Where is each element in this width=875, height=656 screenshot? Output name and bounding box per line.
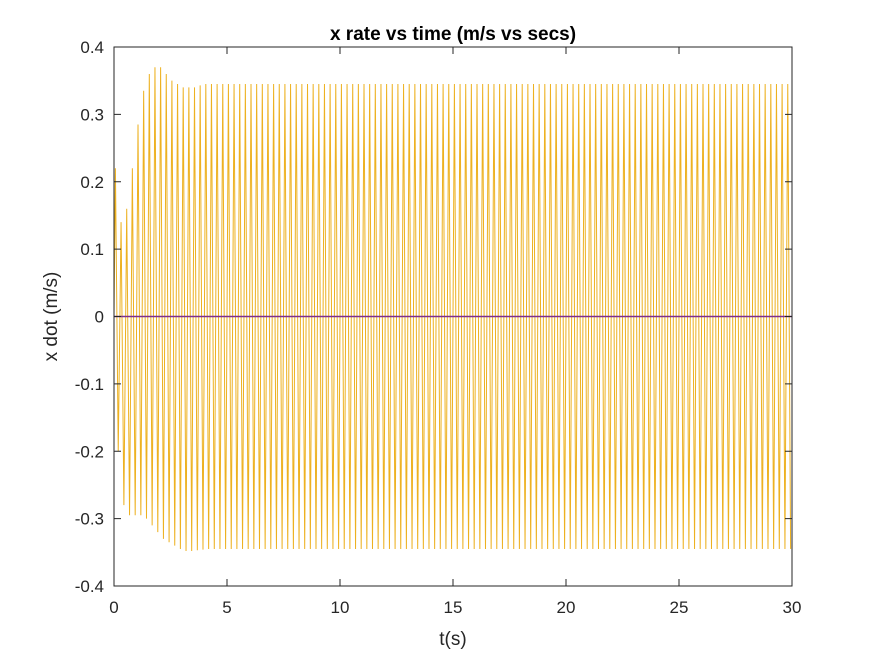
series-layer [113,67,792,551]
y-tick-label: 0.2 [80,173,104,192]
y-tick-label: 0.1 [80,240,104,259]
y-tick-label: -0.3 [75,510,104,529]
y-tick-label: -0.4 [75,577,104,596]
series-line-x-dot [113,67,792,551]
y-axis-label: x dot (m/s) [41,272,62,362]
x-tick-label: 5 [222,598,231,617]
y-tick-label: 0 [95,308,104,327]
ticks-layer: 0 5 10 15 20 25 30 -0.4 -0.3 -0.2 -0.1 0 0.1 0.2 0.3 0.… [75,38,802,617]
x-tick-label: 0 [109,598,118,617]
x-tick-label: 30 [783,598,802,617]
x-tick-label: 10 [331,598,350,617]
x-axis-label: t(s) [439,629,466,650]
x-tick-label: 25 [670,598,689,617]
x-tick-label: 20 [557,598,576,617]
chart-title: x rate vs time (m/s vs secs) [330,24,576,45]
y-tick-label: 0.3 [80,105,104,124]
x-tick-label: 15 [444,598,463,617]
y-tick-label: 0.4 [80,38,104,57]
y-tick-label: -0.2 [75,442,104,461]
y-tick-label: -0.1 [75,375,104,394]
